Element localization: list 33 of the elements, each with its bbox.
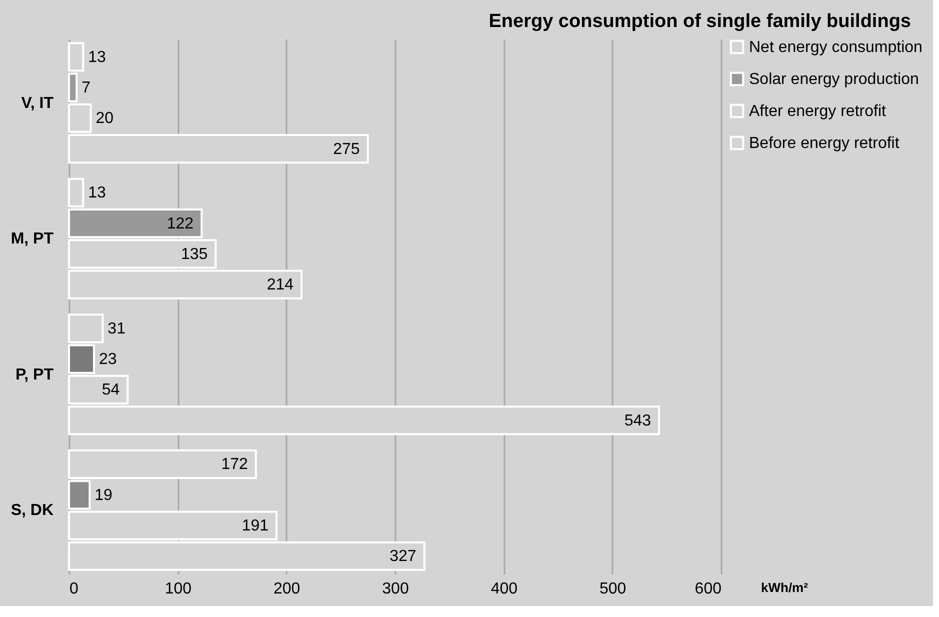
data-label: 191 — [242, 518, 269, 534]
data-label: 122 — [166, 215, 194, 232]
data-label: 327 — [390, 548, 416, 566]
data-label: 31 — [108, 320, 126, 338]
y-tick-label: S, DK — [10, 502, 54, 520]
x-tick-label: 500 — [599, 580, 626, 598]
data-label: 20 — [96, 110, 114, 128]
data-label: 13 — [88, 184, 106, 202]
legend-label: After energy retrofit — [749, 103, 886, 120]
y-tick-label: M, PT — [10, 230, 54, 248]
chart-title: Energy consumption of single family buildings — [488, 11, 911, 32]
x-tick-label: 200 — [273, 580, 300, 598]
legend-label: Solar energy production — [749, 71, 919, 88]
data-label: 54 — [102, 382, 120, 399]
data-label: 7 — [82, 80, 91, 96]
data-label: 13 — [88, 48, 106, 66]
x-tick-label: 600 — [694, 580, 722, 598]
x-tick-label: 400 — [490, 580, 518, 598]
x-tick-label: 100 — [164, 580, 192, 598]
y-tick-label: V, IT — [21, 94, 54, 112]
data-label: 214 — [266, 276, 294, 294]
data-label: 543 — [624, 412, 652, 430]
legend-label: Before energy retrofit — [749, 135, 900, 152]
data-label: 172 — [221, 456, 248, 474]
data-label: 19 — [94, 486, 113, 504]
data-label: 275 — [333, 140, 360, 158]
x-axis-title: kWh/m² — [761, 580, 809, 595]
legend-label: Net energy consumption — [749, 39, 922, 56]
x-tick-label: 0 — [70, 580, 78, 598]
data-label: 23 — [98, 351, 117, 368]
x-tick-label: 300 — [382, 580, 409, 598]
data-label: 135 — [180, 246, 208, 263]
y-tick-label: P, PT — [16, 366, 54, 384]
